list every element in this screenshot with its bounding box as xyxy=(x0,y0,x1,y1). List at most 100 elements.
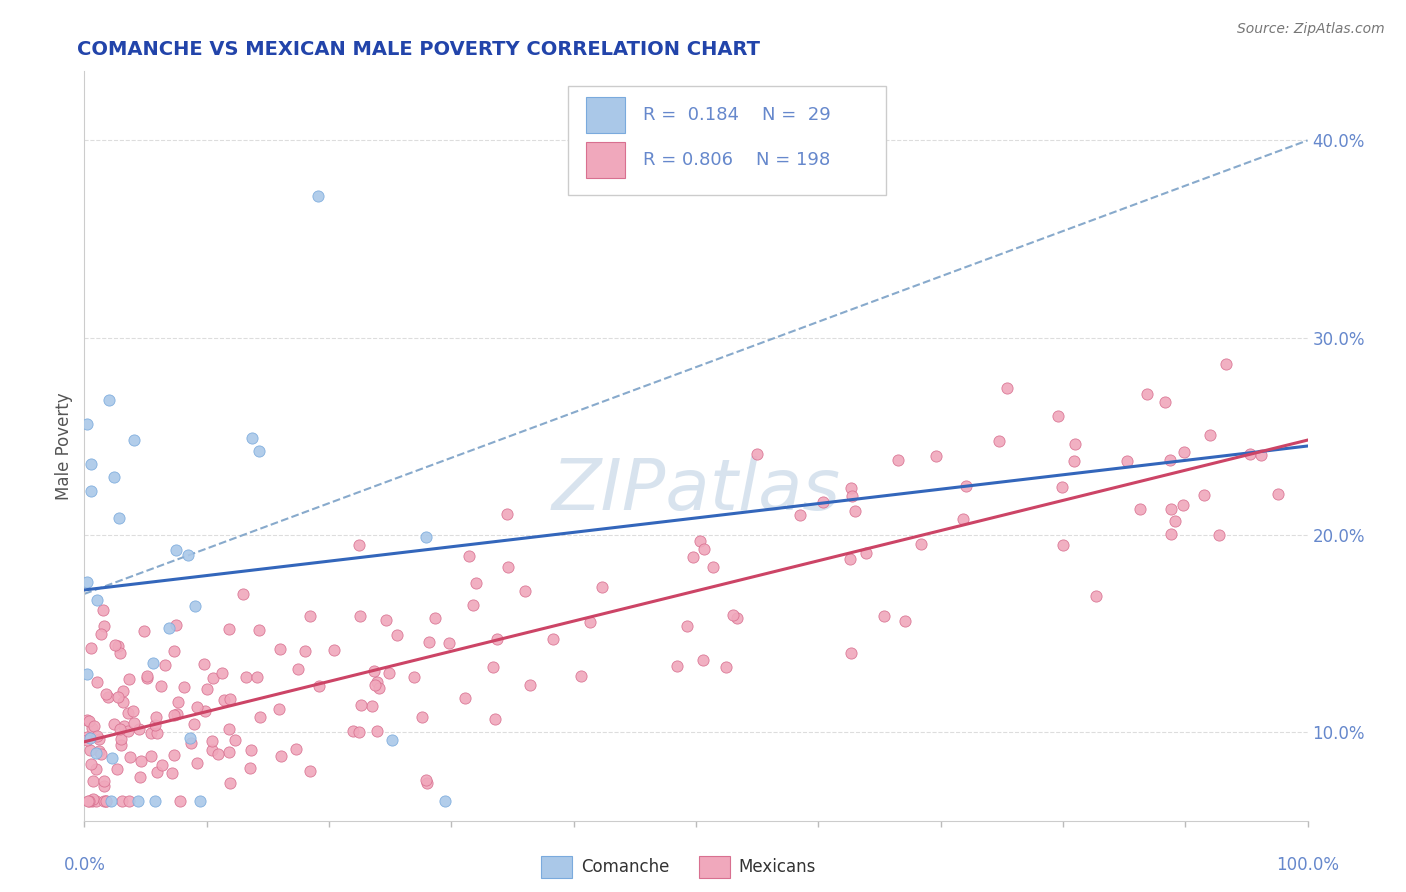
Point xyxy=(952,512,974,526)
Point xyxy=(855,546,877,560)
Point xyxy=(79,743,101,757)
Point xyxy=(218,692,240,706)
Point xyxy=(118,672,141,686)
Point xyxy=(93,794,115,808)
Point xyxy=(180,736,202,750)
Point xyxy=(103,470,125,484)
Point xyxy=(186,700,208,714)
Point xyxy=(246,671,269,685)
Point xyxy=(1199,428,1222,442)
Point xyxy=(702,560,724,574)
Point xyxy=(84,762,107,776)
Point xyxy=(149,679,172,693)
Point xyxy=(84,746,107,760)
Point xyxy=(1164,514,1187,528)
Point xyxy=(267,702,290,716)
Point xyxy=(1052,538,1074,552)
Point xyxy=(294,644,316,658)
Point xyxy=(308,679,330,693)
Point xyxy=(347,537,370,551)
Point xyxy=(437,636,460,650)
Point xyxy=(214,692,236,706)
Point xyxy=(689,534,711,549)
Point xyxy=(350,698,373,712)
Point xyxy=(458,549,481,563)
Point xyxy=(416,776,439,790)
Point xyxy=(169,794,191,808)
Point xyxy=(375,614,398,628)
Point xyxy=(425,611,447,625)
Point xyxy=(86,794,108,808)
Point xyxy=(97,392,120,407)
Point xyxy=(122,433,145,447)
Point xyxy=(76,574,98,589)
Point xyxy=(108,646,131,660)
Point xyxy=(1136,387,1159,401)
Point xyxy=(1215,357,1237,371)
Point xyxy=(541,632,564,647)
Point xyxy=(127,794,149,808)
Point xyxy=(224,732,246,747)
Point xyxy=(218,722,240,736)
Point xyxy=(162,708,184,723)
Y-axis label: Male Poverty: Male Poverty xyxy=(55,392,73,500)
Text: ZIPatlas: ZIPatlas xyxy=(551,457,841,525)
Point xyxy=(361,699,384,714)
Point xyxy=(240,431,263,445)
Point xyxy=(1154,395,1177,409)
Point xyxy=(179,731,201,746)
Point xyxy=(1129,502,1152,516)
Point xyxy=(287,662,309,676)
Point xyxy=(166,542,188,557)
Point xyxy=(111,794,134,808)
Point xyxy=(1160,502,1182,516)
Point xyxy=(692,653,714,667)
Point xyxy=(714,660,737,674)
Point xyxy=(76,730,98,744)
Point xyxy=(82,792,104,806)
Point xyxy=(235,670,257,684)
Text: Mexicans: Mexicans xyxy=(738,858,815,876)
Point xyxy=(486,632,509,646)
Point xyxy=(1160,527,1182,541)
Point xyxy=(93,619,115,633)
Point xyxy=(1239,446,1261,460)
Point xyxy=(1046,409,1069,424)
Point xyxy=(693,542,716,557)
Point xyxy=(111,684,134,698)
Point xyxy=(117,723,139,738)
Point xyxy=(218,745,240,759)
Point xyxy=(404,671,426,685)
Point xyxy=(160,766,183,780)
Point xyxy=(110,732,132,747)
Point xyxy=(1267,487,1289,501)
Point xyxy=(1173,498,1195,512)
Point xyxy=(366,723,388,738)
Point xyxy=(94,794,117,808)
Point xyxy=(104,638,127,652)
Point xyxy=(887,453,910,467)
Point xyxy=(201,743,224,757)
Point xyxy=(1159,452,1181,467)
Text: R = 0.806    N = 198: R = 0.806 N = 198 xyxy=(644,151,831,169)
Point xyxy=(94,687,117,701)
Point xyxy=(184,599,207,613)
Point xyxy=(1050,480,1073,494)
Point xyxy=(165,618,187,632)
Point xyxy=(284,742,307,756)
Point xyxy=(76,732,98,747)
Point xyxy=(841,489,863,503)
Point xyxy=(841,646,863,660)
Point xyxy=(385,628,408,642)
Point xyxy=(139,749,162,764)
Point xyxy=(194,705,217,719)
Point xyxy=(381,732,404,747)
Point xyxy=(83,718,105,732)
Point xyxy=(107,510,129,524)
Point xyxy=(79,457,101,471)
Text: COMANCHE VS MEXICAN MALE POVERTY CORRELATION CHART: COMANCHE VS MEXICAN MALE POVERTY CORRELA… xyxy=(77,40,761,59)
Point xyxy=(322,642,344,657)
Point xyxy=(93,774,115,789)
Point xyxy=(80,794,103,808)
Point xyxy=(96,794,118,808)
